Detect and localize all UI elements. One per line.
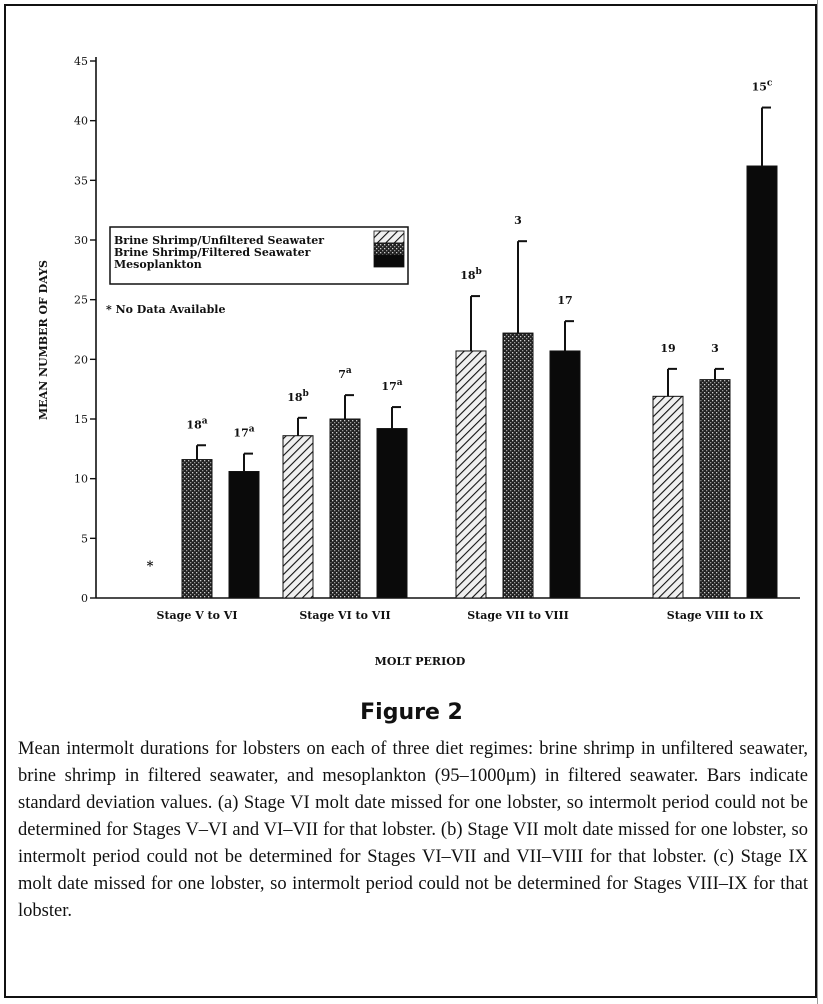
bar [502,332,534,599]
no-data-marker: * [147,559,154,574]
bar [746,165,778,599]
data-label: 3 [514,214,522,227]
legend-label: Brine Shrimp/Filtered Seawater [114,246,311,259]
bar [455,350,487,599]
y-tick-label: 45 [74,55,88,68]
y-tick-label: 30 [74,234,88,247]
legend-swatch [373,242,405,256]
bar [181,459,213,599]
bar [376,428,408,599]
data-label: 17a [233,425,254,440]
y-tick-label: 15 [74,413,88,426]
y-tick-label: 35 [74,174,88,187]
data-label: 17 [557,294,572,307]
legend-label: Mesoplankton [114,258,202,271]
bars: * 18a 17a 18b 7a 17a 18b 3 17 19 3 15c [147,79,778,599]
figure-caption: Mean intermolt durations for lobsters on… [18,736,808,925]
x-tick-label: Stage VI to VII [299,609,390,622]
no-data-note: * No Data Available [106,303,225,316]
data-label: 19 [660,342,675,355]
legend-swatch [373,230,405,244]
legend-box [109,226,409,285]
bar [549,350,581,599]
y-tick-label: 0 [81,592,88,605]
page-edge [817,0,823,1004]
y-tick-label: 5 [81,532,88,545]
data-label: 17a [381,378,402,393]
bar [652,395,684,599]
bar [699,379,731,599]
x-tick-label: Stage V to VI [157,609,238,622]
axes: 0 5 10 15 20 25 30 35 40 45 Stage V to VI Stage VI … [74,55,800,622]
data-label: 15c [752,79,773,94]
x-axis-title: MOLT PERIOD [375,655,466,668]
y-tick-label: 20 [74,353,88,366]
figure-title: Figure 2 [360,700,463,725]
x-tick-label: Stage VIII to IX [667,609,764,622]
data-label: 18b [287,389,309,404]
y-tick-label: 40 [74,115,88,128]
legend-label: Brine Shrimp/Unfiltered Seawater [114,234,324,247]
data-label: 18b [460,267,482,282]
y-axis-title: MEAN NUMBER OF DAYS [37,260,50,420]
caption-text: Mean intermolt durations for lobsters on… [18,739,808,921]
bar [228,471,260,599]
bar [329,418,361,599]
y-tick-label: 10 [74,473,88,486]
data-label: 18a [186,416,207,431]
y-tick-label: 25 [74,294,88,307]
bar [282,435,314,599]
data-label: 7a [338,366,352,381]
data-label: 3 [711,342,719,355]
bar-chart: 0 5 10 15 20 25 30 35 40 45 Stage V to VI Stage VI … [37,55,800,668]
legend-swatch [373,254,405,268]
x-tick-label: Stage VII to VIII [467,609,569,622]
